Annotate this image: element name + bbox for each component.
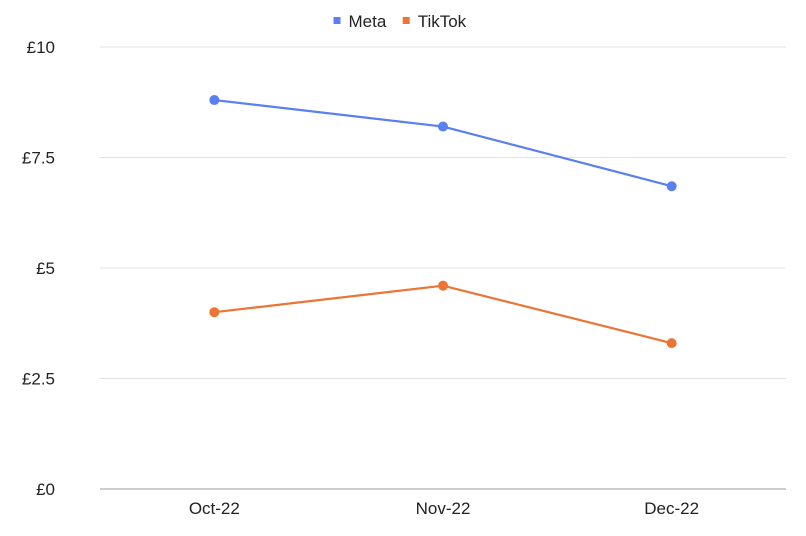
- legend-item-tiktok[interactable]: TikTok: [402, 12, 467, 31]
- data-point[interactable]: [209, 95, 220, 106]
- y-tick-label: £7.5: [22, 149, 55, 168]
- x-tick-label: Dec-22: [644, 499, 699, 518]
- data-point[interactable]: [666, 181, 677, 192]
- legend-label: Meta: [349, 12, 387, 31]
- series-group: [209, 95, 677, 349]
- x-tick-label: Nov-22: [416, 499, 471, 518]
- y-tick-label: £2.5: [22, 370, 55, 389]
- series-meta: [209, 95, 677, 192]
- legend: Meta TikTok: [333, 12, 467, 31]
- legend-item-meta[interactable]: Meta: [333, 12, 387, 31]
- data-point[interactable]: [438, 121, 448, 132]
- series-line: [214, 284, 672, 345]
- legend-label: TikTok: [418, 12, 467, 31]
- y-axis: £0 £2.5 £5 £7.5 £10: [22, 38, 55, 499]
- legend-swatch: [402, 17, 410, 24]
- legend-swatch: [333, 17, 341, 24]
- y-tick-label: £10: [27, 38, 55, 57]
- data-point[interactable]: [438, 280, 448, 291]
- data-point[interactable]: [209, 307, 220, 318]
- x-tick-label: Oct-22: [189, 499, 240, 518]
- y-tick-label: £5: [36, 259, 55, 278]
- series-tiktok: [209, 280, 677, 349]
- y-tick-label: £0: [36, 480, 55, 499]
- x-axis: Oct-22 Nov-22 Dec-22: [100, 488, 786, 518]
- gridlines: [100, 46, 786, 379]
- data-point[interactable]: [666, 338, 677, 349]
- series-line: [214, 98, 672, 188]
